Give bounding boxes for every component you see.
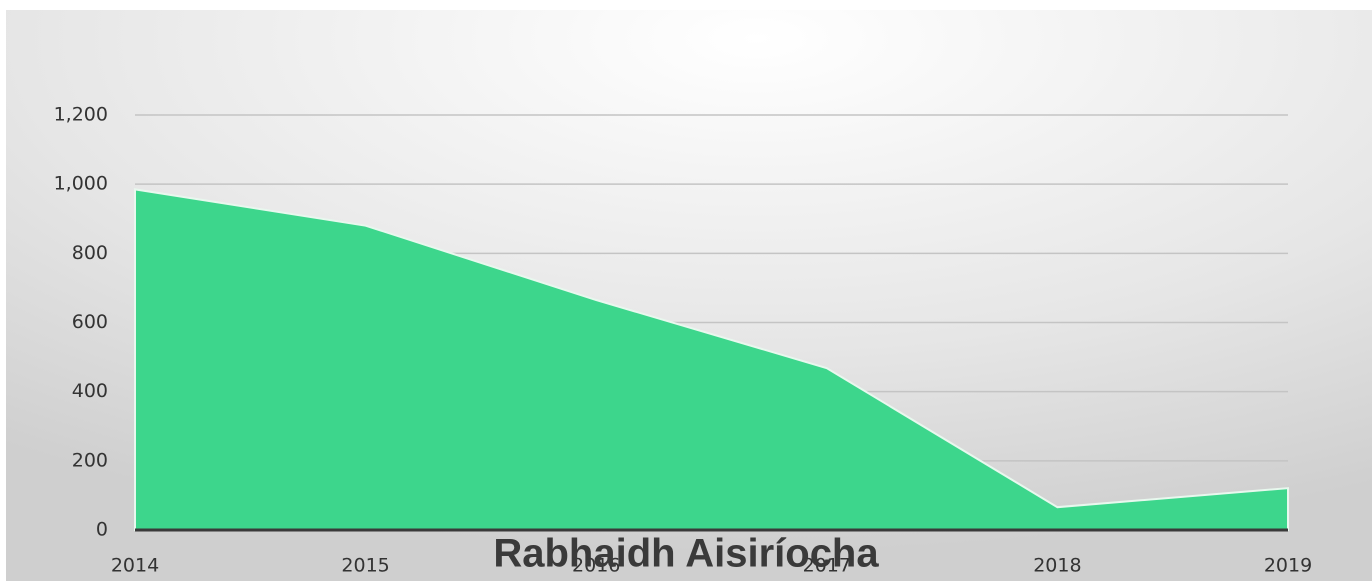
y-tick-label: 200 xyxy=(72,449,108,471)
y-tick-label: 1,200 xyxy=(54,104,108,126)
marks xyxy=(134,188,1289,532)
x-tick-label: 2017 xyxy=(803,555,851,577)
labels: 0 200 400 600 800 1,000 1,200 2014 2015 2016 2017 2… xyxy=(54,104,1313,577)
chart-title: Rabhaidh Aisiríocha xyxy=(493,532,879,576)
x-tick-label: 2015 xyxy=(341,555,389,577)
y-tick-label: 800 xyxy=(72,242,108,264)
area xyxy=(134,188,1289,531)
x-tick-label: 2018 xyxy=(1033,555,1081,577)
x-tick-label: 2014 xyxy=(111,555,159,577)
x-tick-label: 2016 xyxy=(572,555,620,577)
y-tick-label: 1,000 xyxy=(54,173,108,195)
y-tick-label: 400 xyxy=(72,380,108,402)
y-tick-label: 600 xyxy=(72,311,108,333)
x-tick-label: 2019 xyxy=(1264,555,1312,577)
y-tick-label: 0 xyxy=(96,519,108,541)
